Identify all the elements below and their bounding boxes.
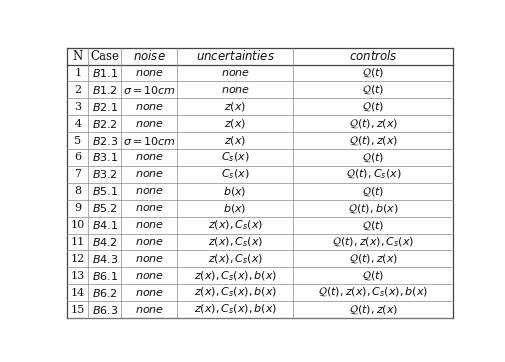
Text: 11: 11 bbox=[71, 237, 85, 247]
Text: $z(x), C_s(x)$: $z(x), C_s(x)$ bbox=[207, 252, 262, 266]
Text: $\mathit{B5.1}$: $\mathit{B5.1}$ bbox=[91, 185, 118, 197]
Text: $C_s(x)$: $C_s(x)$ bbox=[221, 151, 249, 164]
Text: $b(x)$: $b(x)$ bbox=[223, 185, 246, 198]
Text: $\mathcal{Q}(t)$: $\mathcal{Q}(t)$ bbox=[362, 185, 384, 198]
Text: $z(x), C_s(x), b(x)$: $z(x), C_s(x), b(x)$ bbox=[193, 269, 276, 283]
Text: $\mathit{B5.2}$: $\mathit{B5.2}$ bbox=[92, 202, 117, 214]
Text: $z(x)$: $z(x)$ bbox=[224, 100, 246, 113]
Text: $\mathit{B2.2}$: $\mathit{B2.2}$ bbox=[92, 118, 117, 130]
Text: 15: 15 bbox=[71, 304, 85, 315]
Text: $z(x), C_s(x), b(x)$: $z(x), C_s(x), b(x)$ bbox=[193, 303, 276, 316]
Text: $\mathit{B6.1}$: $\mathit{B6.1}$ bbox=[91, 270, 118, 282]
Text: $\mathit{none}$: $\mathit{none}$ bbox=[220, 85, 249, 95]
Text: 3: 3 bbox=[74, 102, 81, 112]
Text: 9: 9 bbox=[74, 203, 81, 213]
Text: $\mathit{B6.3}$: $\mathit{B6.3}$ bbox=[91, 304, 118, 316]
Text: $\mathcal{Q}(t)$: $\mathcal{Q}(t)$ bbox=[362, 269, 384, 282]
Text: $\mathcal{Q}(t)$: $\mathcal{Q}(t)$ bbox=[362, 83, 384, 96]
Text: 2: 2 bbox=[74, 85, 81, 95]
Text: $\mathit{B1.1}$: $\mathit{B1.1}$ bbox=[91, 67, 118, 79]
Text: $\mathcal{Q}(t), z(x)$: $\mathcal{Q}(t), z(x)$ bbox=[348, 303, 397, 316]
Text: $\mathit{none}$: $\mathit{none}$ bbox=[134, 203, 164, 213]
Text: $\mathit{none}$: $\mathit{none}$ bbox=[134, 186, 164, 196]
Text: $\mathit{none}$: $\mathit{none}$ bbox=[134, 102, 164, 112]
Text: $\mathit{none}$: $\mathit{none}$ bbox=[134, 271, 164, 281]
Text: $\mathcal{Q}(t), z(x)$: $\mathcal{Q}(t), z(x)$ bbox=[348, 134, 397, 147]
Text: $\mathit{controls}$: $\mathit{controls}$ bbox=[348, 49, 397, 63]
Text: $\mathit{none}$: $\mathit{none}$ bbox=[134, 152, 164, 163]
Text: $\mathit{B3.2}$: $\mathit{B3.2}$ bbox=[92, 168, 117, 180]
Text: $\mathit{none}$: $\mathit{none}$ bbox=[134, 68, 164, 78]
Text: $z(x), C_s(x)$: $z(x), C_s(x)$ bbox=[207, 235, 262, 249]
Text: $\mathit{B1.2}$: $\mathit{B1.2}$ bbox=[92, 84, 117, 96]
Text: 6: 6 bbox=[74, 152, 81, 163]
Text: $z(x), C_s(x)$: $z(x), C_s(x)$ bbox=[207, 218, 262, 232]
Text: 8: 8 bbox=[74, 186, 81, 196]
Text: $\mathcal{Q}(t), b(x)$: $\mathcal{Q}(t), b(x)$ bbox=[347, 202, 398, 215]
Text: $\mathcal{Q}(t), C_s(x)$: $\mathcal{Q}(t), C_s(x)$ bbox=[345, 168, 400, 181]
Text: $\mathit{noise}$: $\mathit{noise}$ bbox=[133, 49, 165, 63]
Text: 4: 4 bbox=[74, 119, 81, 129]
Text: $z(x)$: $z(x)$ bbox=[224, 117, 246, 130]
Text: $\mathcal{Q}(t), z(x), C_s(x), b(x)$: $\mathcal{Q}(t), z(x), C_s(x), b(x)$ bbox=[318, 286, 428, 299]
Text: $\mathit{none}$: $\mathit{none}$ bbox=[134, 304, 164, 315]
Text: $\mathit{none}$: $\mathit{none}$ bbox=[134, 119, 164, 129]
Text: $\mathcal{Q}(t), z(x), C_s(x)$: $\mathcal{Q}(t), z(x), C_s(x)$ bbox=[331, 235, 414, 249]
Text: $\mathcal{Q}(t), z(x)$: $\mathcal{Q}(t), z(x)$ bbox=[348, 252, 397, 265]
Text: $\mathit{B4.1}$: $\mathit{B4.1}$ bbox=[91, 219, 118, 231]
Text: 13: 13 bbox=[71, 271, 85, 281]
Text: $\mathit{none}$: $\mathit{none}$ bbox=[134, 169, 164, 179]
Text: $\mathit{B4.3}$: $\mathit{B4.3}$ bbox=[91, 253, 118, 265]
Text: $\mathit{B2.1}$: $\mathit{B2.1}$ bbox=[91, 101, 118, 113]
Text: $\mathit{none}$: $\mathit{none}$ bbox=[220, 68, 249, 78]
Text: $\mathit{B6.2}$: $\mathit{B6.2}$ bbox=[92, 287, 117, 299]
Text: $\mathit{none}$: $\mathit{none}$ bbox=[134, 220, 164, 230]
Text: $\mathit{none}$: $\mathit{none}$ bbox=[134, 288, 164, 298]
Text: $\mathcal{Q}(t)$: $\mathcal{Q}(t)$ bbox=[362, 219, 384, 232]
Text: $\mathcal{Q}(t)$: $\mathcal{Q}(t)$ bbox=[362, 67, 384, 80]
Text: N: N bbox=[73, 50, 83, 63]
Text: $z(x), C_s(x), b(x)$: $z(x), C_s(x), b(x)$ bbox=[193, 286, 276, 299]
Text: 7: 7 bbox=[74, 169, 81, 179]
Text: $\mathit{B4.2}$: $\mathit{B4.2}$ bbox=[92, 236, 117, 248]
Text: 5: 5 bbox=[74, 135, 81, 146]
Text: $z(x)$: $z(x)$ bbox=[224, 134, 246, 147]
Text: 1: 1 bbox=[74, 68, 81, 78]
Text: 10: 10 bbox=[71, 220, 85, 230]
Text: 14: 14 bbox=[71, 288, 85, 298]
Text: $\mathit{B3.1}$: $\mathit{B3.1}$ bbox=[91, 151, 118, 164]
Text: $b(x)$: $b(x)$ bbox=[223, 202, 246, 215]
Text: $\mathit{none}$: $\mathit{none}$ bbox=[134, 254, 164, 264]
Text: $\mathcal{Q}(t), z(x)$: $\mathcal{Q}(t), z(x)$ bbox=[348, 117, 397, 130]
Text: Case: Case bbox=[90, 50, 119, 63]
Text: $\mathit{B2.3}$: $\mathit{B2.3}$ bbox=[91, 135, 118, 147]
Text: 12: 12 bbox=[71, 254, 85, 264]
Text: $\mathit{\sigma = 10cm}$: $\mathit{\sigma = 10cm}$ bbox=[123, 135, 175, 147]
Text: $\mathcal{Q}(t)$: $\mathcal{Q}(t)$ bbox=[362, 151, 384, 164]
Text: $\mathcal{Q}(t)$: $\mathcal{Q}(t)$ bbox=[362, 100, 384, 113]
Text: $\mathit{none}$: $\mathit{none}$ bbox=[134, 237, 164, 247]
Text: $C_s(x)$: $C_s(x)$ bbox=[221, 168, 249, 181]
Text: $\mathit{uncertainties}$: $\mathit{uncertainties}$ bbox=[195, 49, 274, 63]
Text: $\mathit{\sigma = 10cm}$: $\mathit{\sigma = 10cm}$ bbox=[123, 84, 175, 96]
